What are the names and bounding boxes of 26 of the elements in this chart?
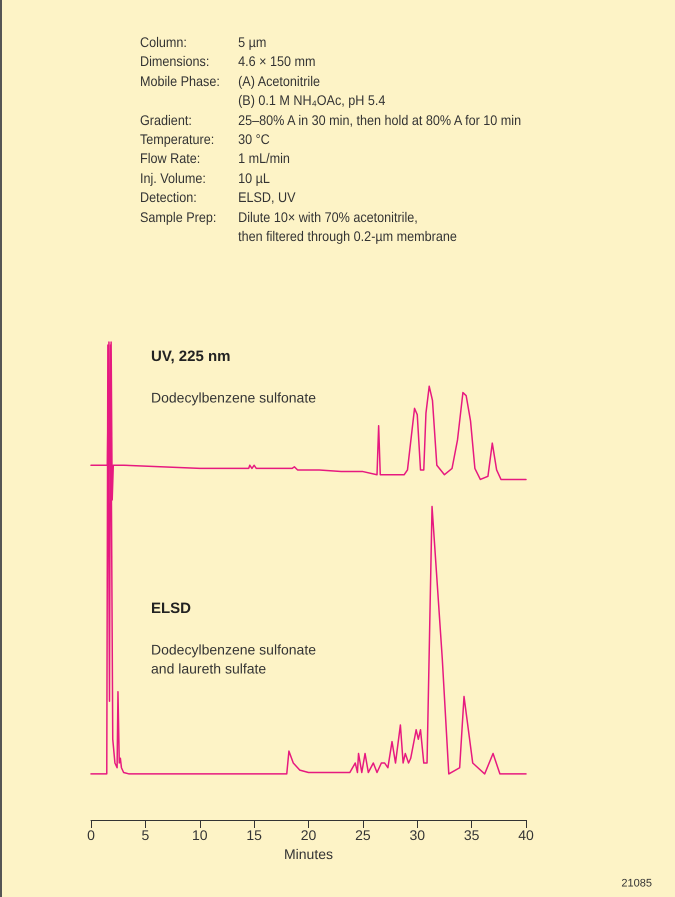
text: Dimensions: 4.6 × 150 mm: [140, 53, 316, 70]
x-tick-label: 40: [518, 827, 534, 843]
text: Detection: ELSD, UV: [140, 189, 296, 206]
text: Dodecylbenzene sulfonate: [151, 390, 316, 406]
x-axis-title: Minutes: [284, 846, 334, 862]
text: ELSD: [151, 600, 192, 617]
text: Dodecylbenzene sulfonate and laureth sulfate: [151, 642, 320, 676]
text: Sample Prep: Dilute 10× with 70% acetonitrile,: [140, 208, 418, 225]
text: Mobile Phase: (A) Acetonitrile: [140, 72, 320, 89]
text: (B) 0.1 M NH₄OAc, pH 5.4: [238, 92, 386, 110]
text: 21085: [621, 878, 652, 890]
text: Inj. Volume: 10 µL: [140, 170, 270, 186]
x-tick-label: 20: [300, 827, 316, 843]
chart-title: UV, 225 nm: [151, 348, 230, 365]
x-tick-label: 10: [192, 827, 208, 843]
text: Temperature: 30 °C: [140, 130, 270, 147]
text: then filtered through 0.2-µm membrane: [238, 228, 457, 246]
x-tick-label: 25: [355, 827, 371, 843]
text: Flow Rate: 1 mL/min: [140, 150, 290, 166]
x-tick-label: 35: [464, 827, 480, 843]
x-tick-label: 15: [246, 827, 262, 843]
text: Gradient: 25–80% A in 30 min, then hold at 80% A for 10 min: [140, 112, 522, 128]
x-tick-label: 5: [141, 827, 150, 843]
text: Column: 5 µm: [140, 34, 266, 50]
x-tick-label: 0: [87, 827, 96, 843]
x-tick-label: 30: [409, 827, 426, 843]
